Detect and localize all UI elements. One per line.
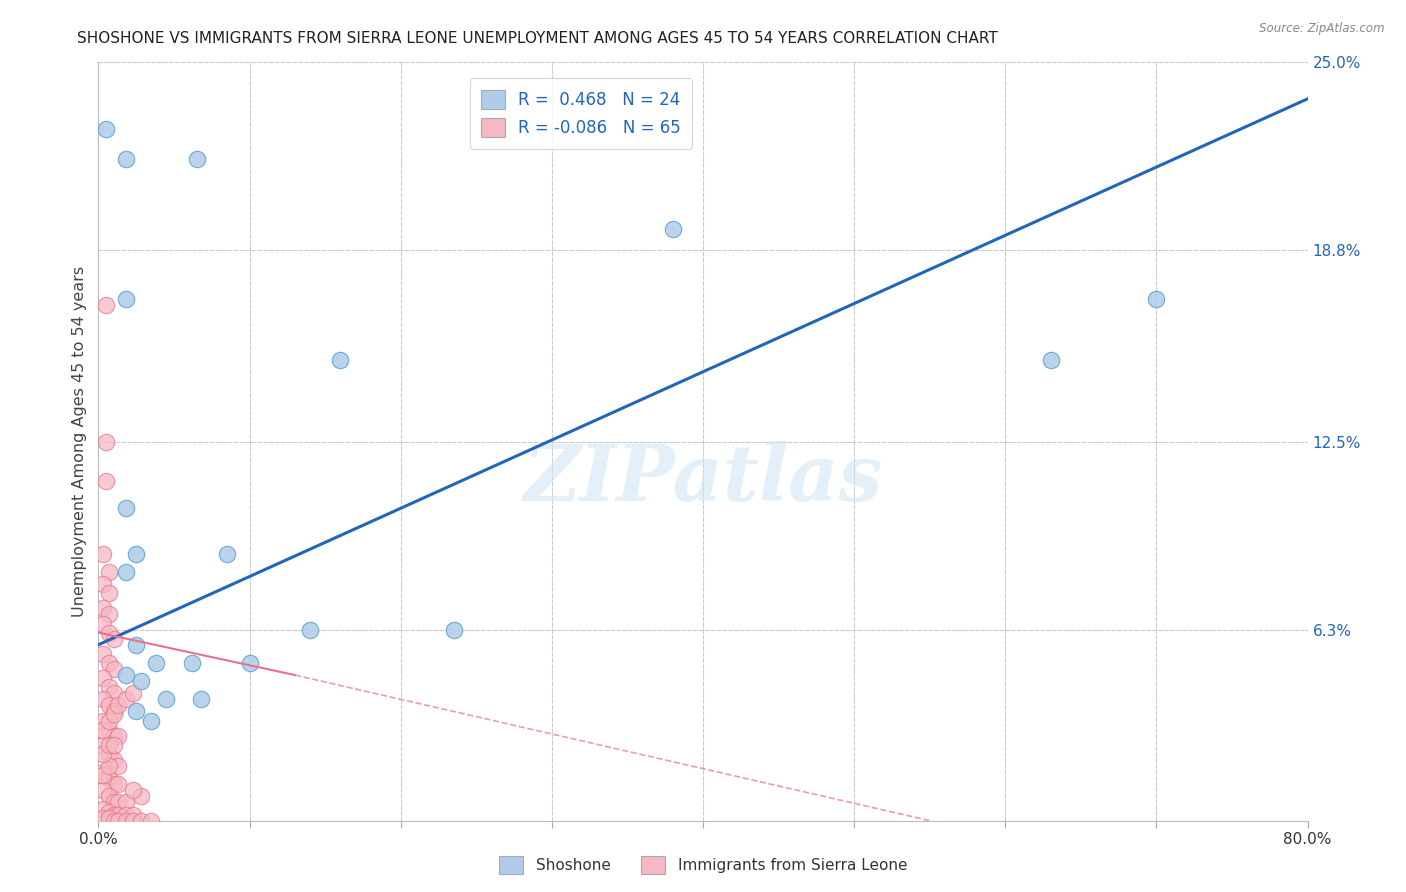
Point bbox=[98, 586, 121, 600]
Point bbox=[91, 723, 114, 737]
Point bbox=[91, 601, 114, 615]
Point bbox=[103, 729, 125, 743]
Point bbox=[98, 680, 121, 694]
Point bbox=[122, 783, 145, 797]
Point bbox=[91, 738, 114, 752]
Point bbox=[103, 796, 125, 810]
Point bbox=[114, 153, 136, 167]
Point bbox=[98, 607, 121, 622]
Point bbox=[94, 298, 117, 312]
Point bbox=[103, 777, 125, 791]
Point bbox=[122, 807, 145, 822]
Point bbox=[103, 632, 125, 646]
Legend: R =  0.468   N = 24, R = -0.086   N = 65: R = 0.468 N = 24, R = -0.086 N = 65 bbox=[470, 78, 692, 149]
Point bbox=[107, 698, 129, 713]
Point bbox=[329, 352, 352, 367]
Point bbox=[103, 807, 125, 822]
Point bbox=[103, 662, 125, 676]
Point bbox=[107, 814, 129, 828]
Point bbox=[98, 805, 121, 819]
Point bbox=[129, 814, 152, 828]
Point bbox=[107, 729, 129, 743]
Point bbox=[125, 547, 148, 561]
Point bbox=[141, 814, 163, 828]
Point bbox=[98, 714, 121, 728]
Point bbox=[91, 747, 114, 761]
Point bbox=[155, 692, 177, 706]
Point bbox=[91, 647, 114, 661]
Point bbox=[114, 692, 136, 706]
Point bbox=[98, 698, 121, 713]
Text: Source: ZipAtlas.com: Source: ZipAtlas.com bbox=[1260, 22, 1385, 36]
Point bbox=[103, 738, 125, 752]
Point bbox=[114, 565, 136, 579]
Point bbox=[103, 753, 125, 767]
Point bbox=[443, 623, 465, 637]
Point bbox=[125, 705, 148, 719]
Point bbox=[91, 801, 114, 815]
Point bbox=[145, 656, 167, 670]
Point bbox=[181, 656, 204, 670]
Point bbox=[141, 714, 163, 728]
Text: SHOSHONE VS IMMIGRANTS FROM SIERRA LEONE UNEMPLOYMENT AMONG AGES 45 TO 54 YEARS : SHOSHONE VS IMMIGRANTS FROM SIERRA LEONE… bbox=[77, 31, 998, 46]
Point bbox=[186, 153, 208, 167]
Point bbox=[91, 616, 114, 631]
Point bbox=[98, 738, 121, 752]
Point bbox=[94, 122, 117, 136]
Point bbox=[103, 705, 125, 719]
Point bbox=[94, 434, 117, 449]
Legend: Shoshone, Immigrants from Sierra Leone: Shoshone, Immigrants from Sierra Leone bbox=[492, 850, 914, 880]
Point bbox=[91, 714, 114, 728]
Point bbox=[114, 668, 136, 682]
Point bbox=[661, 222, 683, 236]
Point bbox=[1039, 352, 1062, 367]
Point bbox=[122, 814, 145, 828]
Point bbox=[299, 623, 322, 637]
Point bbox=[98, 723, 121, 737]
Point bbox=[114, 292, 136, 306]
Point bbox=[98, 656, 121, 670]
Point bbox=[215, 547, 238, 561]
Point bbox=[98, 747, 121, 761]
Point bbox=[103, 814, 125, 828]
Point bbox=[114, 796, 136, 810]
Point bbox=[103, 686, 125, 700]
Point bbox=[129, 789, 152, 804]
Point bbox=[107, 807, 129, 822]
Point bbox=[129, 674, 152, 689]
Point bbox=[91, 783, 114, 797]
Point bbox=[239, 656, 262, 670]
Point bbox=[114, 807, 136, 822]
Point bbox=[91, 671, 114, 685]
Point bbox=[122, 686, 145, 700]
Point bbox=[98, 789, 121, 804]
Y-axis label: Unemployment Among Ages 45 to 54 years: Unemployment Among Ages 45 to 54 years bbox=[72, 266, 87, 617]
Point bbox=[91, 811, 114, 825]
Point bbox=[91, 768, 114, 782]
Point bbox=[107, 777, 129, 791]
Point bbox=[1144, 292, 1167, 306]
Point bbox=[125, 638, 148, 652]
Point bbox=[94, 474, 117, 488]
Point bbox=[114, 814, 136, 828]
Point bbox=[91, 765, 114, 780]
Point bbox=[98, 811, 121, 825]
Point bbox=[98, 625, 121, 640]
Point bbox=[114, 501, 136, 516]
Point bbox=[98, 565, 121, 579]
Point bbox=[91, 692, 114, 706]
Text: ZIPatlas: ZIPatlas bbox=[523, 442, 883, 517]
Point bbox=[91, 547, 114, 561]
Point bbox=[98, 771, 121, 785]
Point bbox=[91, 577, 114, 591]
Point bbox=[190, 692, 212, 706]
Point bbox=[103, 707, 125, 722]
Point bbox=[98, 759, 121, 773]
Point bbox=[107, 796, 129, 810]
Point bbox=[107, 759, 129, 773]
